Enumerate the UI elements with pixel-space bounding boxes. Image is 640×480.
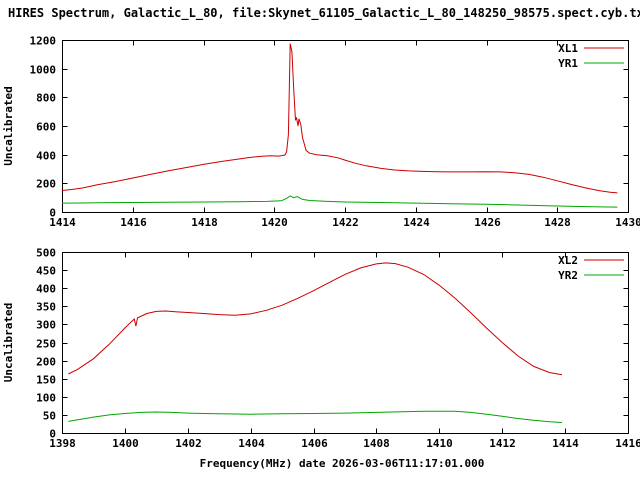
legend-label: XL2 — [558, 254, 578, 267]
x-tick-label: 1410 — [426, 437, 453, 450]
bottom-spectrum-plot: 1398 1400 1402 1404 1406 1408 1410 1412 1414 1416… — [2, 247, 640, 451]
y-tick-label: 200 — [36, 356, 56, 369]
y-tick-label: 1200 — [30, 35, 57, 48]
y-tick-label: 0 — [49, 207, 56, 220]
y-tick-label: 800 — [36, 92, 56, 105]
y-axis-label: Uncalibrated — [2, 86, 15, 165]
y-tick-label: 400 — [36, 150, 56, 163]
series-line-YR1 — [61, 195, 618, 208]
plot-border — [62, 40, 629, 213]
x-tick-label: 1416 — [120, 216, 147, 228]
x-tick-label: 1400 — [112, 437, 139, 450]
y-tick-label: 1000 — [30, 64, 57, 77]
x-tick-label: 1424 — [403, 216, 430, 228]
y-tick-label: 200 — [36, 178, 56, 191]
legend-label: YR2 — [558, 269, 578, 282]
series-line-XL1 — [61, 43, 618, 194]
x-tick-label: 1428 — [544, 216, 571, 228]
y-tick-label: 400 — [36, 283, 56, 296]
y-tick-label: 450 — [36, 265, 56, 278]
plot-border — [62, 252, 629, 434]
x-tick-label: 1414 — [49, 216, 76, 228]
y-tick-label: 0 — [49, 428, 56, 441]
x-tick-label: 1426 — [474, 216, 501, 228]
x-tick-label: 1418 — [191, 216, 218, 228]
x-tick-label: 1422 — [332, 216, 359, 228]
series-line-YR2 — [68, 410, 563, 423]
y-tick-label: 300 — [36, 319, 56, 332]
x-tick-label: 1420 — [261, 216, 288, 228]
top-spectrum-plot: 1414 1416 1418 1420 1422 1424 1426 1428 1430 0 200… — [2, 35, 640, 229]
x-tick-label: 1402 — [175, 437, 202, 450]
page-title: HIRES Spectrum, Galactic_L_80, file:Skyn… — [8, 6, 640, 20]
y-tick-label: 100 — [36, 392, 56, 405]
y-tick-label: 250 — [36, 338, 56, 351]
x-tick-label: 1408 — [363, 437, 390, 450]
y-tick-label: 50 — [43, 410, 56, 423]
x-axis-label: Frequency(MHz) date 2026-03-06T11:17:01.… — [199, 457, 485, 470]
x-tick-label: 1404 — [238, 437, 265, 450]
y-tick-label: 150 — [36, 374, 56, 387]
x-tick-label: 1412 — [489, 437, 516, 450]
x-tick-label: 1398 — [49, 437, 76, 450]
y-tick-label: 350 — [36, 301, 56, 314]
x-tick-label: 1406 — [301, 437, 328, 450]
y-tick-label: 500 — [36, 247, 56, 260]
y-axis-label: Uncalibrated — [2, 303, 15, 382]
x-tick-label: 1416 — [615, 437, 640, 450]
series-line-XL2 — [68, 262, 563, 376]
y-tick-label: 600 — [36, 121, 56, 134]
legend-label: YR1 — [558, 57, 578, 70]
x-tick-label: 1430 — [615, 216, 640, 228]
x-tick-label: 1414 — [552, 437, 579, 450]
legend-label: XL1 — [558, 42, 578, 55]
